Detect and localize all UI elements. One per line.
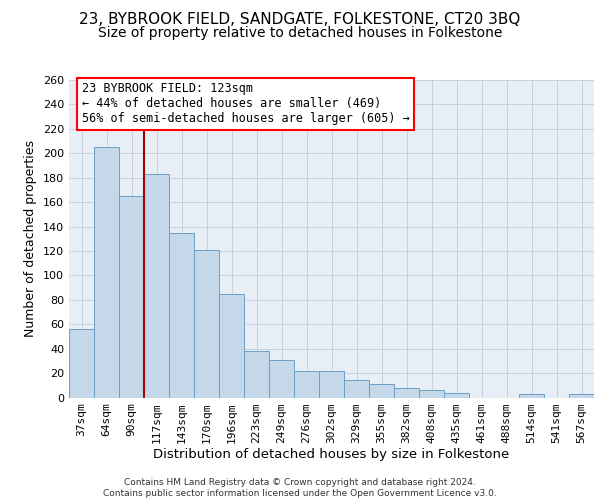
Bar xyxy=(394,388,419,398)
Text: Size of property relative to detached houses in Folkestone: Size of property relative to detached ho… xyxy=(98,26,502,40)
Bar xyxy=(344,380,369,398)
Y-axis label: Number of detached properties: Number of detached properties xyxy=(25,140,37,337)
Bar xyxy=(194,250,219,398)
Bar xyxy=(369,384,394,398)
Text: 23 BYBROOK FIELD: 123sqm
← 44% of detached houses are smaller (469)
56% of semi-: 23 BYBROOK FIELD: 123sqm ← 44% of detach… xyxy=(82,82,409,126)
Bar xyxy=(319,370,344,398)
Bar xyxy=(94,147,119,398)
Bar xyxy=(244,351,269,398)
Text: Contains HM Land Registry data © Crown copyright and database right 2024.
Contai: Contains HM Land Registry data © Crown c… xyxy=(103,478,497,498)
X-axis label: Distribution of detached houses by size in Folkestone: Distribution of detached houses by size … xyxy=(154,448,509,462)
Bar xyxy=(219,294,244,398)
Bar xyxy=(569,394,594,398)
Bar xyxy=(444,392,469,398)
Bar xyxy=(69,329,94,398)
Bar xyxy=(294,370,319,398)
Text: 23, BYBROOK FIELD, SANDGATE, FOLKESTONE, CT20 3BQ: 23, BYBROOK FIELD, SANDGATE, FOLKESTONE,… xyxy=(79,12,521,28)
Bar xyxy=(144,174,169,398)
Bar xyxy=(419,390,444,398)
Bar xyxy=(269,360,294,398)
Bar xyxy=(119,196,144,398)
Bar xyxy=(519,394,544,398)
Bar xyxy=(169,232,194,398)
